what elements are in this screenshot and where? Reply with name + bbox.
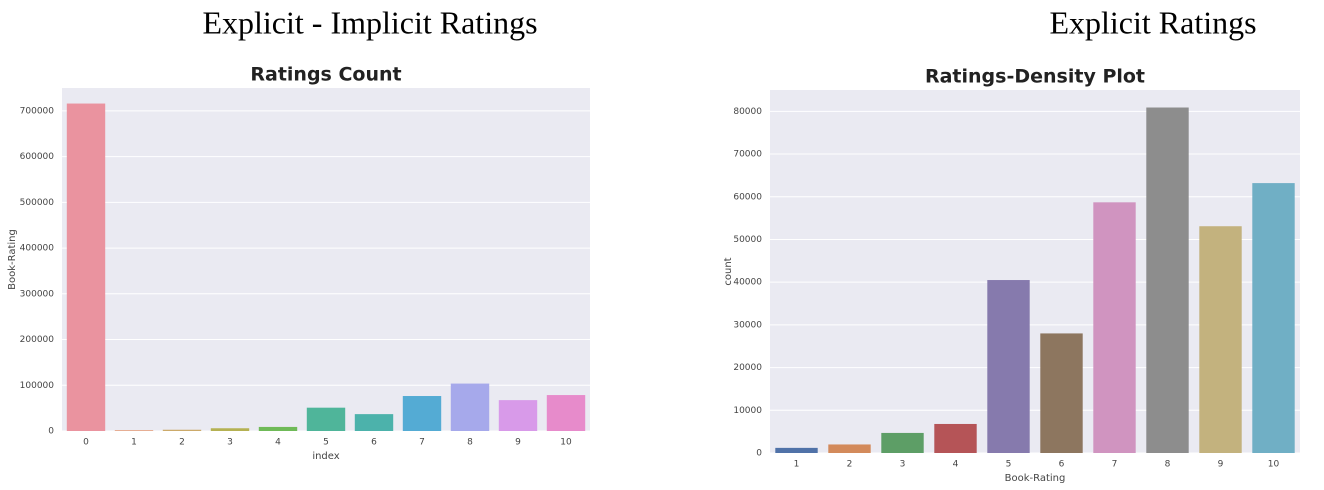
bar xyxy=(934,423,977,453)
y-axis-label: Book-Rating xyxy=(7,229,18,290)
bar xyxy=(498,400,538,431)
x-tick-label: 5 xyxy=(1006,460,1012,470)
x-tick-label: 3 xyxy=(900,460,906,470)
y-tick-label: 80000 xyxy=(733,107,762,117)
bar xyxy=(1040,333,1083,453)
x-axis-label: index xyxy=(312,451,339,462)
chart-title: Ratings Count xyxy=(250,64,401,86)
y-tick-label: 0 xyxy=(756,449,762,459)
bar xyxy=(1093,202,1136,453)
bar xyxy=(987,280,1030,453)
x-tick-label: 1 xyxy=(794,460,800,470)
x-tick-label: 6 xyxy=(371,438,377,448)
bar xyxy=(828,444,871,453)
y-tick-label: 40000 xyxy=(733,278,762,288)
bar xyxy=(354,414,394,431)
bar xyxy=(546,395,586,431)
x-tick-label: 9 xyxy=(515,438,521,448)
bar xyxy=(402,396,442,431)
bar xyxy=(114,430,154,431)
x-tick-label: 0 xyxy=(83,438,89,448)
x-tick-label: 5 xyxy=(323,438,329,448)
y-tick-label: 10000 xyxy=(733,406,762,416)
bar xyxy=(775,447,818,453)
x-tick-label: 2 xyxy=(179,438,185,448)
y-tick-label: 0 xyxy=(48,427,54,437)
y-tick-label: 200000 xyxy=(20,335,55,345)
x-tick-label: 4 xyxy=(953,460,959,470)
x-tick-label: 8 xyxy=(467,438,473,448)
bar xyxy=(1252,183,1295,453)
y-axis-label: count xyxy=(723,257,734,285)
y-tick-label: 60000 xyxy=(733,192,762,202)
y-tick-label: 50000 xyxy=(733,235,762,245)
y-tick-label: 700000 xyxy=(20,106,55,116)
y-tick-label: 600000 xyxy=(20,152,55,162)
x-tick-label: 4 xyxy=(275,438,281,448)
bar xyxy=(258,426,298,431)
bar xyxy=(66,103,106,432)
x-tick-label: 10 xyxy=(560,438,572,448)
x-axis-label: Book-Rating xyxy=(1005,473,1066,484)
y-tick-label: 500000 xyxy=(20,198,55,208)
y-tick-label: 400000 xyxy=(20,244,55,254)
chart-title: Ratings-Density Plot xyxy=(925,66,1145,88)
plot-area xyxy=(62,88,590,431)
bar xyxy=(450,383,490,431)
x-tick-label: 1 xyxy=(131,438,137,448)
bar xyxy=(210,428,250,431)
heading: Explicit - Implicit Ratings xyxy=(202,4,537,40)
bar xyxy=(1146,107,1189,454)
x-tick-label: 10 xyxy=(1268,460,1280,470)
y-tick-label: 30000 xyxy=(733,320,762,330)
bar xyxy=(306,407,346,431)
bar xyxy=(1199,226,1242,453)
x-tick-label: 6 xyxy=(1059,460,1065,470)
y-tick-label: 100000 xyxy=(20,381,55,391)
x-tick-label: 8 xyxy=(1165,460,1171,470)
x-tick-label: 3 xyxy=(227,438,233,448)
x-tick-label: 7 xyxy=(1112,460,1118,470)
bar xyxy=(162,429,202,431)
y-tick-label: 20000 xyxy=(733,363,762,373)
x-tick-label: 7 xyxy=(419,438,425,448)
y-tick-label: 70000 xyxy=(733,150,762,160)
y-tick-label: 300000 xyxy=(20,289,55,299)
bar xyxy=(881,432,924,453)
x-tick-label: 2 xyxy=(847,460,853,470)
x-tick-label: 9 xyxy=(1218,460,1224,470)
heading: Explicit Ratings xyxy=(1049,4,1256,40)
